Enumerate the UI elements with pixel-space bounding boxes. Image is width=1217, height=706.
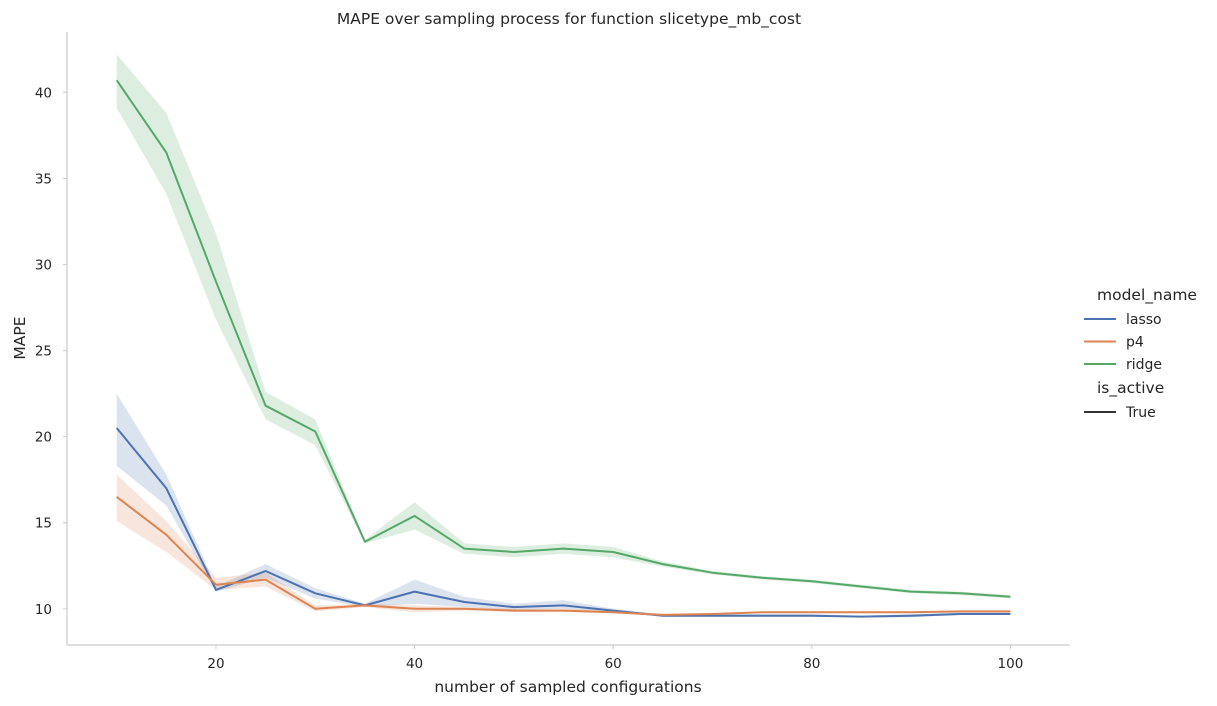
legend-title-model-name: model_name [1097,286,1197,305]
y-tick-label: 10 [35,602,52,618]
x-tick-label: 40 [406,656,423,672]
y-ticks: 10 15 20 25 30 35 40 [35,85,67,618]
confidence-bands [116,54,1011,618]
legend-entry-lasso: lasso [1126,312,1162,328]
x-tick-label: 100 [998,656,1024,672]
series-line-ridge [115,79,1011,598]
legend-entry-true: True [1125,405,1156,421]
legend-entry-ridge: ridge [1126,357,1162,373]
y-tick-label: 20 [35,430,52,446]
y-axis-label: MAPE [11,316,29,359]
ci-band-ridge [116,54,1011,599]
y-tick-label: 25 [35,344,52,360]
series-line-p4 [116,496,1011,616]
y-tick-label: 15 [35,516,52,532]
legend-title-is-active: is_active [1097,379,1164,398]
y-tick-label: 40 [35,85,52,101]
y-tick-label: 35 [35,171,52,187]
x-tick-label: 80 [803,656,820,672]
x-ticks: 20 40 60 80 100 [207,645,1023,672]
x-tick-label: 60 [605,656,622,672]
x-axis-label: number of sampled configurations [434,678,701,696]
y-tick-label: 30 [35,257,52,273]
legend-entry-p4: p4 [1126,335,1144,351]
series-line-lasso [115,427,1011,618]
x-tick-label: 20 [207,656,224,672]
series-lines [115,79,1011,618]
chart-title: MAPE over sampling process for function … [337,10,801,29]
